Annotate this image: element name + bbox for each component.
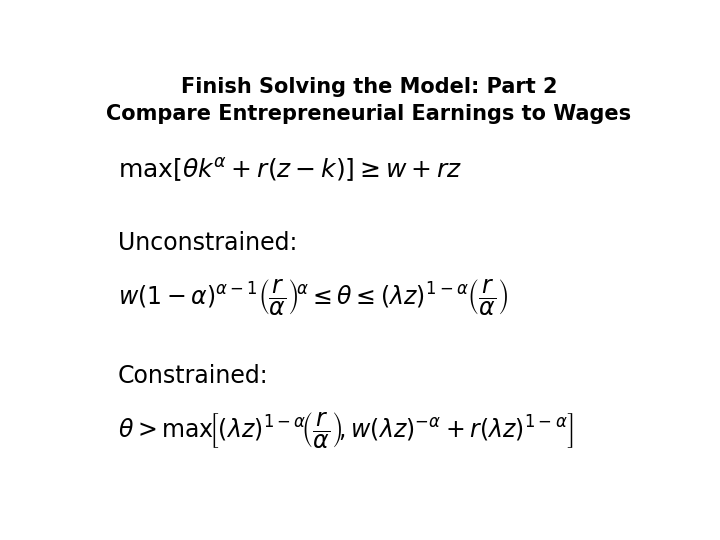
Text: Finish Solving the Model: Part 2
Compare Entrepreneurial Earnings to Wages: Finish Solving the Model: Part 2 Compare… — [107, 77, 631, 124]
Text: Unconstrained:: Unconstrained: — [118, 231, 297, 255]
Text: $w(1-\alpha)^{\alpha-1}\left(\dfrac{r}{\alpha}\right)^{\!\alpha} \leq \theta \le: $w(1-\alpha)^{\alpha-1}\left(\dfrac{r}{\… — [118, 277, 508, 317]
Text: Constrained:: Constrained: — [118, 364, 269, 388]
Text: $\theta > \mathrm{max}\!\left[(\lambda z)^{1-\alpha}\!\left(\dfrac{r}{\alpha}\ri: $\theta > \mathrm{max}\!\left[(\lambda z… — [118, 410, 574, 450]
Text: $\mathrm{max}[\theta k^{\alpha} + r(z - k)] \geq w + rz$: $\mathrm{max}[\theta k^{\alpha} + r(z - … — [118, 156, 462, 184]
